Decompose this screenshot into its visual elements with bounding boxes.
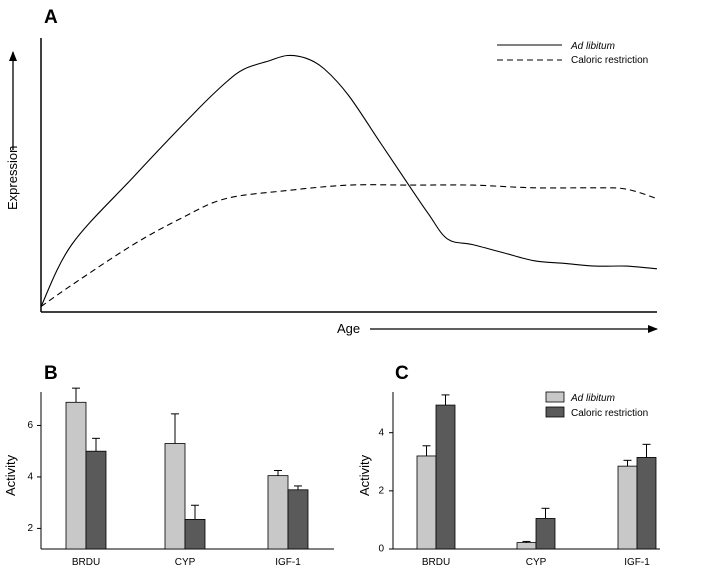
panel-a-x-axis-label: Age: [337, 321, 360, 336]
legend-label-ad-libitum: Ad libitum: [570, 393, 615, 404]
panel-c-y-tick-label: 2: [378, 485, 384, 496]
bar-brdu-ad-libitum: [416, 455, 437, 550]
legend-label-ad-libitum: Ad libitum: [570, 41, 615, 52]
panel-b-y-tick-label: 4: [27, 472, 33, 483]
bar-brdu-caloric-restriction: [85, 450, 107, 550]
panel-b-y-tick: 6: [27, 420, 41, 431]
series-line-ad-libitum: [40, 54, 658, 307]
panel-c-y-axis-label: Activity: [357, 454, 372, 496]
panel-b-bars: [65, 387, 309, 550]
legend-swatch-ad-libitum: [545, 391, 565, 403]
bar-igf-1-caloric-restriction: [287, 489, 309, 550]
panel-c-category-label: IGF-1: [624, 557, 650, 568]
panel-a-label: A: [44, 7, 58, 28]
panel-c-legend: Ad libitum Caloric restriction: [545, 391, 648, 419]
bar-brdu-ad-libitum: [65, 401, 87, 550]
panel-b-y-ticks: 2 4 6: [27, 420, 41, 534]
panel-c-category-label: BRDU: [422, 557, 450, 568]
panel-a-series: [40, 54, 658, 308]
bar-cyp-caloric-restriction: [184, 519, 206, 550]
panel-c-y-tick: 2: [378, 485, 393, 496]
panel-b-y-tick: 4: [27, 472, 41, 483]
panel-b-y-axis-label: Activity: [3, 454, 18, 496]
bar-igf-1-ad-libitum: [267, 475, 289, 550]
bar-igf-1-caloric-restriction: [636, 457, 657, 550]
panel-a-legend: Ad libitum Caloric restriction: [497, 41, 648, 66]
legend-label-caloric-restriction: Caloric restriction: [571, 408, 648, 419]
panel-b-label: B: [44, 363, 58, 384]
panel-b-y-tick-label: 2: [27, 523, 33, 534]
bar-igf-1-ad-libitum: [617, 465, 638, 550]
panel-a: A Age Expression Ad libitum Caloric rest…: [5, 7, 658, 336]
legend-swatch-caloric-restriction: [545, 406, 565, 418]
panel-b-y-tick: 2: [27, 523, 41, 534]
panel-c-y-tick-label: 4: [378, 427, 384, 438]
panel-c-label: C: [395, 363, 409, 384]
series-line-caloric-restriction: [40, 184, 658, 308]
panel-b: B Activity 2 4 6 BRDU CYP IGF-1: [3, 363, 334, 568]
panel-c-bars: [416, 394, 657, 550]
panel-b-category-label: CYP: [175, 557, 196, 568]
panel-b-category-label: IGF-1: [275, 557, 301, 568]
panel-c: C Activity 0 2 4 BRDU CYP IGF-1 Ad libit…: [357, 363, 660, 568]
legend-label-caloric-restriction: Caloric restriction: [571, 55, 648, 66]
bar-brdu-caloric-restriction: [435, 404, 456, 550]
panel-a-y-axis-label: Expression: [5, 146, 20, 210]
panel-c-y-tick: 0: [378, 544, 393, 555]
panel-b-category-label: BRDU: [72, 557, 100, 568]
panel-c-y-ticks: 0 2 4: [378, 427, 393, 555]
bar-cyp-ad-libitum: [164, 443, 186, 550]
panel-c-y-tick: 4: [378, 427, 393, 438]
panel-b-y-tick-label: 6: [27, 420, 33, 431]
bar-cyp-caloric-restriction: [535, 518, 556, 550]
bar-cyp-ad-libitum: [516, 542, 537, 550]
panel-c-y-tick-label: 0: [378, 544, 384, 555]
panel-c-category-label: CYP: [526, 557, 547, 568]
